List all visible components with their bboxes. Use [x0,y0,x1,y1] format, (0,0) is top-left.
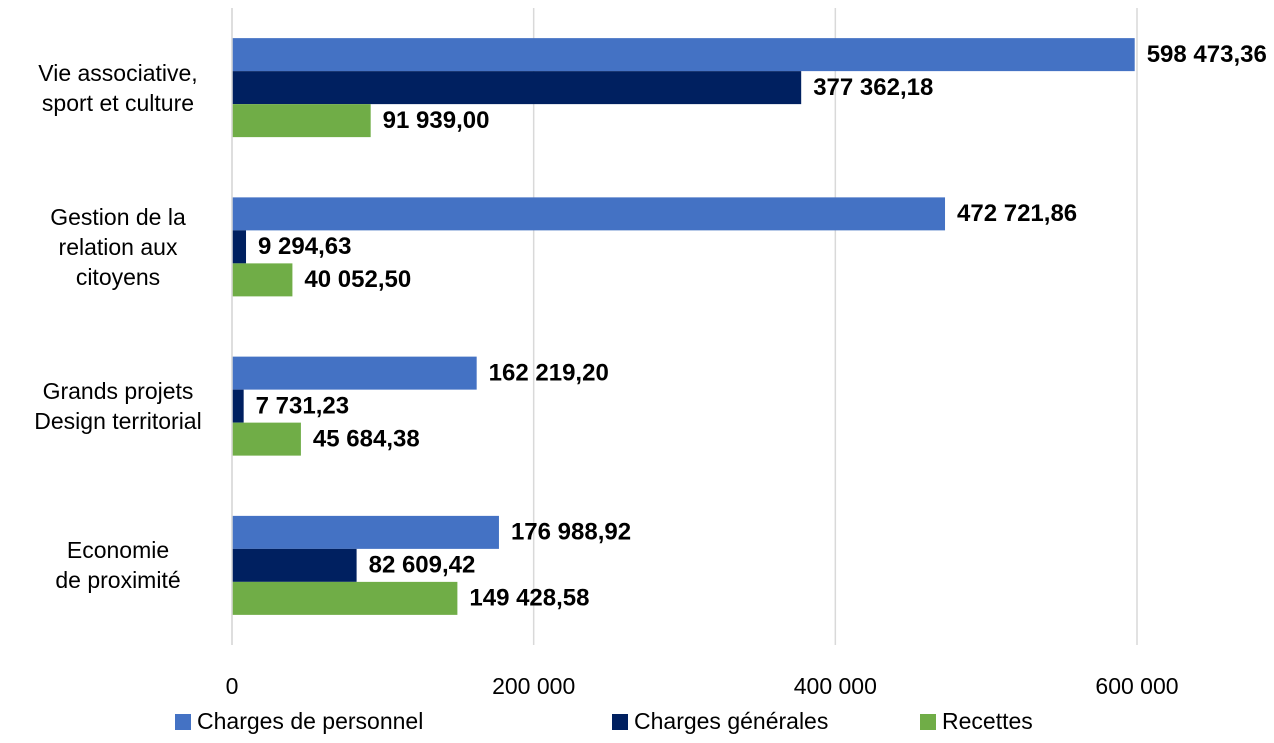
value-label: 176 988,92 [511,519,631,546]
value-label: 82 609,42 [369,552,476,579]
bar [232,548,357,582]
bar [232,389,244,423]
x-tick-label: 400 000 [794,673,877,699]
bar [232,104,371,138]
x-tick-label: 0 [226,673,239,699]
bar [232,38,1135,72]
bar [232,230,247,264]
category-label: Grands projets Design territorial [34,378,202,435]
value-label: 472 721,86 [957,200,1077,227]
x-tick-label: 200 000 [492,673,575,699]
category-label: Economie de proximité [55,537,181,594]
bar [232,263,293,297]
value-label: 45 684,38 [313,425,420,452]
legend-swatch [920,714,936,730]
bar [232,197,946,231]
legend-swatch [612,714,628,730]
value-label: 598 473,36 [1147,41,1267,68]
bar [232,581,458,615]
bar [232,515,499,549]
value-label: 7 731,23 [256,392,349,419]
category-label: Gestion de la relation aux citoyens [50,203,186,290]
value-label: 40 052,50 [304,266,411,293]
value-label: 377 362,18 [813,74,933,101]
value-label: 91 939,00 [383,107,490,134]
x-tick-label: 600 000 [1095,673,1178,699]
legend-label: Recettes [942,708,1033,734]
category-label: Vie associative, sport et culture [38,59,198,116]
bar [232,422,301,456]
legend-label: Charges de personnel [197,708,423,734]
legend-label: Charges générales [634,708,828,734]
value-label: 162 219,20 [489,359,609,386]
legend-swatch [175,714,191,730]
value-label: 9 294,63 [258,233,351,260]
value-label: 149 428,58 [469,585,589,612]
bar [232,356,477,390]
bar [232,71,802,105]
